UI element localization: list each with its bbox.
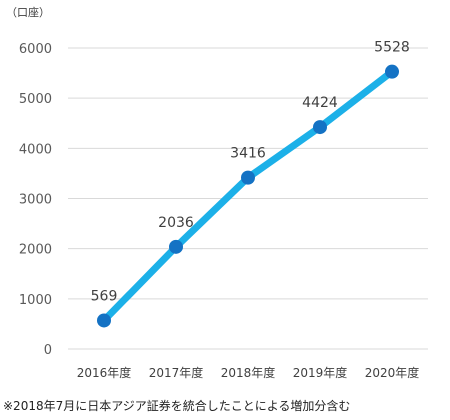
data-point: [385, 64, 399, 79]
y-tick-label: 6000: [19, 42, 52, 57]
series-layer: [100, 68, 396, 324]
x-category-label: 2020年度: [365, 365, 420, 380]
x-category-label: 2019年度: [293, 365, 348, 380]
x-category-label: 2017年度: [149, 365, 204, 380]
y-tick-label: 0: [44, 343, 52, 358]
footnote: ※2018年7月に日本アジア証券を統合したことによる増加分含む: [3, 398, 350, 413]
data-point: [169, 239, 183, 254]
x-category-label: 2018年度: [221, 365, 276, 380]
y-axis-tick-labels: 0 1000 2000 3000 4000 5000 6000: [19, 42, 52, 358]
y-tick-label: 5000: [19, 92, 52, 107]
series-line: [100, 68, 396, 324]
data-markers: [97, 64, 399, 328]
data-point: [97, 313, 111, 328]
y-tick-label: 4000: [19, 142, 52, 157]
data-label: 3416: [230, 146, 266, 162]
data-label: 569: [91, 288, 118, 304]
y-tick-label: 3000: [19, 193, 52, 208]
data-point: [241, 170, 255, 185]
y-tick-label: 2000: [19, 243, 52, 258]
data-point: [313, 120, 327, 135]
data-labels: 569 2036 3416 4424 5528: [91, 40, 410, 305]
y-axis-unit-label: （口座）: [6, 5, 50, 19]
x-category-label: 2016年度: [77, 365, 132, 380]
y-tick-label: 1000: [19, 293, 52, 308]
data-label: 2036: [158, 215, 194, 231]
data-label: 4424: [302, 95, 338, 111]
x-axis-category-labels: 2016年度 2017年度 2018年度 2019年度 2020年度: [77, 365, 420, 380]
data-label: 5528: [374, 40, 410, 56]
